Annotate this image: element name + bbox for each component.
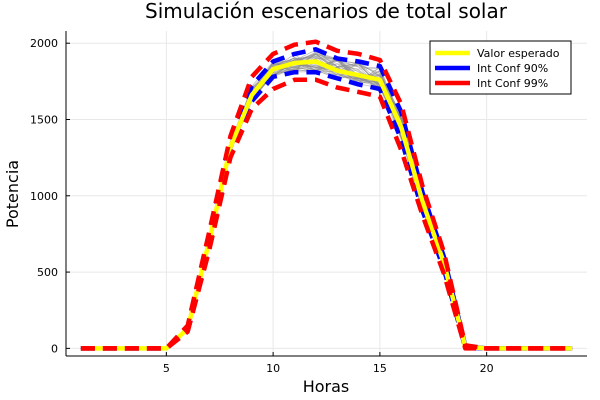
scenario-line [80,63,573,349]
scenario-line [80,61,573,349]
scenario-line [80,60,573,349]
expected-value-line [80,59,573,351]
scenario-line [80,53,573,349]
y-tick-label: 2000 [30,37,58,50]
scenario-line [80,54,573,349]
conf99-lower-line [80,77,573,351]
legend: Valor esperado Int Conf 90% Int Conf 99% [429,40,572,95]
scenario-line [80,56,573,349]
legend-label: Int Conf 90% [477,62,548,75]
scenario-line [80,53,573,349]
x-tick-label: 15 [373,362,387,375]
scenario-line [80,54,573,349]
scenario-line [80,51,573,349]
y-tick-label: 500 [37,266,58,279]
series-lines [80,39,573,351]
scenario-line [80,61,573,349]
y-axis-label: Potencia [3,160,22,228]
scenario-line [80,64,573,349]
scenario-line [80,62,573,349]
scenario-line [80,58,573,349]
scenario-line [80,52,573,349]
x-axis-label: Horas [303,377,350,396]
axes: 5 10 15 20 0 500 1000 1500 2000 [30,31,587,375]
y-tick-label: 1500 [30,113,58,126]
scenario-line [80,62,573,349]
scenario-line [80,60,573,349]
scenario-line [80,59,573,349]
scenario-line [80,58,573,349]
scenario-line [80,59,573,349]
legend-label: Int Conf 99% [477,77,548,90]
y-tick-label: 0 [51,342,58,355]
scenario-line [80,53,573,349]
scenario-line [80,57,573,349]
scenario-line [80,57,573,349]
scenario-line [80,55,573,349]
scenario-line [80,66,573,349]
scenario-line [80,61,573,349]
scenario-line [80,58,573,349]
conf90-lower-line [80,69,573,351]
x-tick-label: 5 [163,362,170,375]
scenario-line [80,64,573,349]
scenario-line [80,57,573,349]
scenario-line [80,56,573,349]
x-tick-label: 20 [480,362,494,375]
scenario-line [80,57,573,349]
scenario-lines [80,49,573,349]
scenario-line [80,61,573,349]
scenario-line [80,51,573,349]
scenario-line [80,53,573,349]
legend-label: Valor esperado [477,47,560,60]
scenario-line [80,60,573,349]
scenario-line [80,49,573,349]
scenario-line [80,54,573,349]
scenario-line [80,57,573,349]
scenario-line [80,58,573,349]
scenario-line [80,60,573,349]
x-tick-label: 10 [266,362,280,375]
y-tick-label: 1000 [30,190,58,203]
chart-title: Simulación escenarios de total solar [145,0,508,23]
scenario-line [80,67,573,349]
